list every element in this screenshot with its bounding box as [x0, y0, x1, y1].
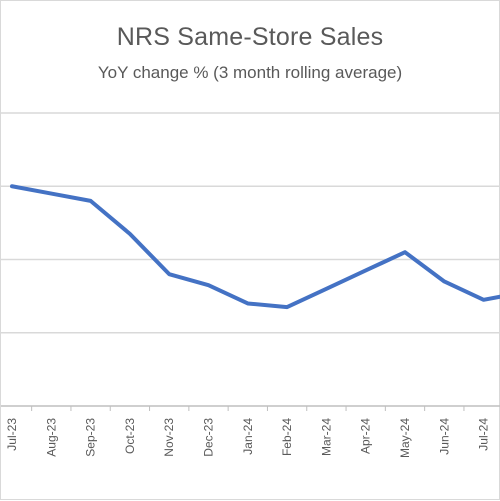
x-tick-label: Nov-23 [162, 418, 176, 457]
x-tick-label: Dec-23 [202, 418, 216, 457]
x-tick-label: Feb-24 [280, 418, 294, 456]
x-tick-label: Jun-24 [437, 418, 451, 455]
x-tick-label: May-24 [398, 418, 412, 458]
x-tick-label: Jul-24 [477, 418, 491, 451]
x-tick-label: Mar-24 [319, 418, 333, 456]
series-line [12, 186, 500, 307]
x-tick-label: Apr-24 [359, 418, 373, 454]
x-tick-label: Sep-23 [84, 418, 98, 457]
x-tick-label: Jul-23 [5, 418, 19, 451]
x-tick-label: Aug-23 [44, 418, 58, 457]
x-tick-label: Oct-23 [123, 418, 137, 454]
x-tick-label: Jan-24 [241, 418, 255, 455]
